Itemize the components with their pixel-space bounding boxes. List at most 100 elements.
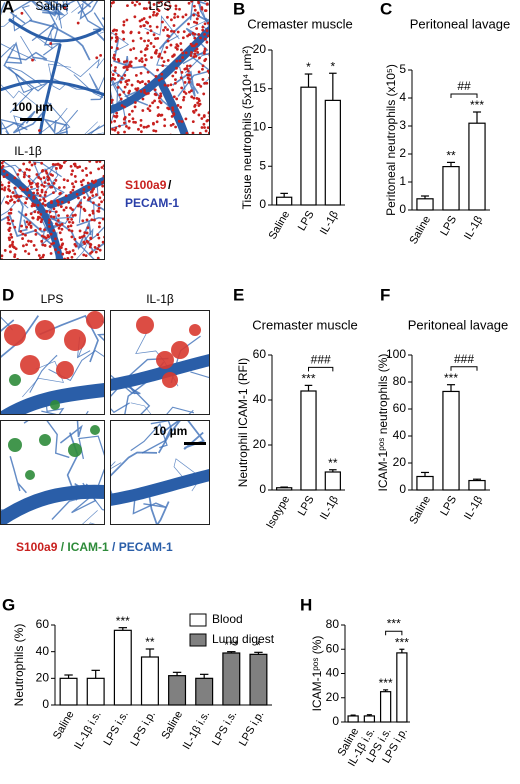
cell — [43, 199, 47, 203]
y-tick-label: 4 — [399, 90, 406, 104]
micrograph-border — [110, 420, 210, 525]
vessel — [172, 70, 199, 97]
cell — [7, 218, 11, 222]
cell — [171, 122, 175, 126]
micrograph-border — [110, 0, 210, 135]
cell — [11, 219, 15, 223]
cell — [34, 232, 38, 236]
cell — [127, 65, 130, 69]
cell — [205, 40, 209, 44]
cell — [71, 169, 74, 173]
cell — [138, 81, 142, 84]
cell — [88, 245, 92, 249]
cell — [64, 194, 68, 198]
cell — [78, 236, 82, 239]
y-tick-label: 1 — [399, 174, 406, 188]
cell — [167, 34, 171, 38]
cell — [44, 236, 48, 240]
cell — [189, 324, 201, 336]
micrograph — [0, 160, 105, 260]
cell — [129, 64, 133, 68]
cell — [175, 59, 179, 63]
panel-letter: B — [233, 0, 245, 18]
cell — [35, 183, 39, 186]
cell — [49, 252, 53, 255]
cell — [125, 18, 129, 22]
cell — [149, 41, 153, 45]
cell — [205, 81, 209, 85]
cell — [35, 320, 55, 340]
cell — [148, 15, 152, 19]
vessel — [14, 73, 48, 94]
vessel — [59, 420, 83, 444]
cell — [6, 195, 10, 198]
bar — [195, 677, 214, 706]
cell — [67, 201, 71, 204]
cell — [139, 36, 143, 40]
cell — [8, 438, 22, 452]
vessel — [130, 402, 153, 415]
vessel — [42, 0, 92, 16]
cell — [30, 204, 34, 208]
cell — [49, 173, 53, 176]
y-tick-label: 0 — [399, 202, 406, 216]
scale-bar-label: 100 µm — [12, 100, 53, 114]
cell — [115, 115, 118, 119]
cell — [90, 425, 100, 435]
micrograph — [0, 0, 105, 135]
cell — [179, 42, 183, 45]
cell — [195, 21, 199, 25]
cell — [152, 3, 156, 6]
cell — [146, 31, 150, 35]
cell — [143, 54, 147, 57]
cell — [139, 50, 143, 54]
cell — [188, 90, 191, 94]
cell — [200, 117, 204, 120]
cell — [198, 56, 201, 60]
cell — [59, 205, 63, 208]
cell — [152, 129, 156, 133]
cell — [155, 13, 158, 17]
cell — [41, 243, 45, 247]
cell — [30, 163, 34, 167]
cell — [140, 57, 144, 61]
cell — [192, 110, 196, 114]
cell — [194, 108, 198, 112]
cell — [59, 166, 63, 169]
cell — [30, 185, 33, 189]
cell — [172, 53, 176, 57]
cell — [201, 64, 205, 68]
cell — [42, 184, 46, 188]
vessel — [46, 213, 92, 251]
cell — [31, 216, 35, 220]
cell — [126, 4, 129, 8]
cell — [123, 85, 127, 89]
cell — [74, 164, 77, 168]
cell — [142, 17, 146, 20]
cell — [70, 217, 74, 221]
cell — [163, 50, 167, 54]
y-tick-label: 60 — [36, 617, 50, 631]
cell — [54, 237, 57, 241]
cell — [201, 25, 205, 29]
cell — [115, 111, 119, 115]
cell — [66, 217, 70, 221]
vessel — [1, 120, 11, 135]
cell — [142, 125, 146, 129]
cell — [127, 119, 131, 123]
cell — [88, 242, 92, 246]
cell — [49, 42, 53, 45]
cell — [172, 24, 176, 27]
cell — [194, 54, 198, 58]
image-label: LPS — [149, 0, 172, 13]
cell — [36, 211, 40, 214]
cell — [120, 104, 124, 107]
cell — [166, 28, 169, 31]
significance-bracket — [450, 93, 478, 98]
y-tick-label: 20 — [326, 690, 340, 704]
cell — [140, 18, 144, 22]
cell — [205, 29, 209, 33]
cell — [201, 78, 205, 81]
cell — [73, 213, 77, 217]
cell — [71, 214, 75, 217]
